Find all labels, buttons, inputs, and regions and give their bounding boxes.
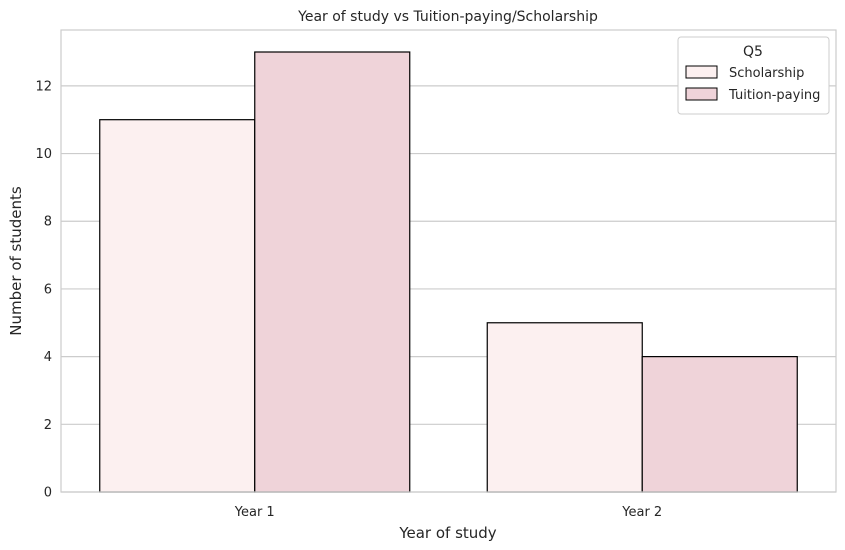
plot-frame <box>60 29 837 493</box>
y-tick-label: 10 <box>35 147 52 162</box>
bar-scholarship-year-2 <box>486 322 643 493</box>
legend-label: Tuition-paying <box>728 88 820 103</box>
bar-tuition-paying-year-2 <box>641 356 798 493</box>
bar-tuition-paying-year-1 <box>254 51 411 493</box>
y-ticks: 0 2 4 6 8 10 12 <box>35 79 52 500</box>
y-tick-label: 2 <box>44 418 52 433</box>
chart-title: Year of study vs Tuition-paying/Scholars… <box>297 9 598 25</box>
y-axis-label: Number of students <box>7 186 25 336</box>
y-tick-label: 4 <box>44 350 52 365</box>
y-tick-label: 12 <box>35 79 52 94</box>
legend-swatch <box>685 87 718 101</box>
legend-label: Scholarship <box>729 66 804 81</box>
y-tick-label: 0 <box>44 486 52 501</box>
legend-title: Q5 <box>743 44 763 60</box>
x-tick-label: Year 1 <box>234 505 275 520</box>
legend-swatch <box>685 65 718 79</box>
bar-scholarship-year-1 <box>99 119 256 493</box>
bars <box>99 51 798 493</box>
y-tick-label: 8 <box>44 215 52 230</box>
legend: Q5 Scholarship Tuition-paying <box>677 36 830 115</box>
y-tick-label: 6 <box>44 282 52 297</box>
x-ticks: Year 1 Year 2 <box>234 505 662 520</box>
x-tick-label: Year 2 <box>621 505 662 520</box>
x-axis-label: Year of study <box>398 524 496 542</box>
